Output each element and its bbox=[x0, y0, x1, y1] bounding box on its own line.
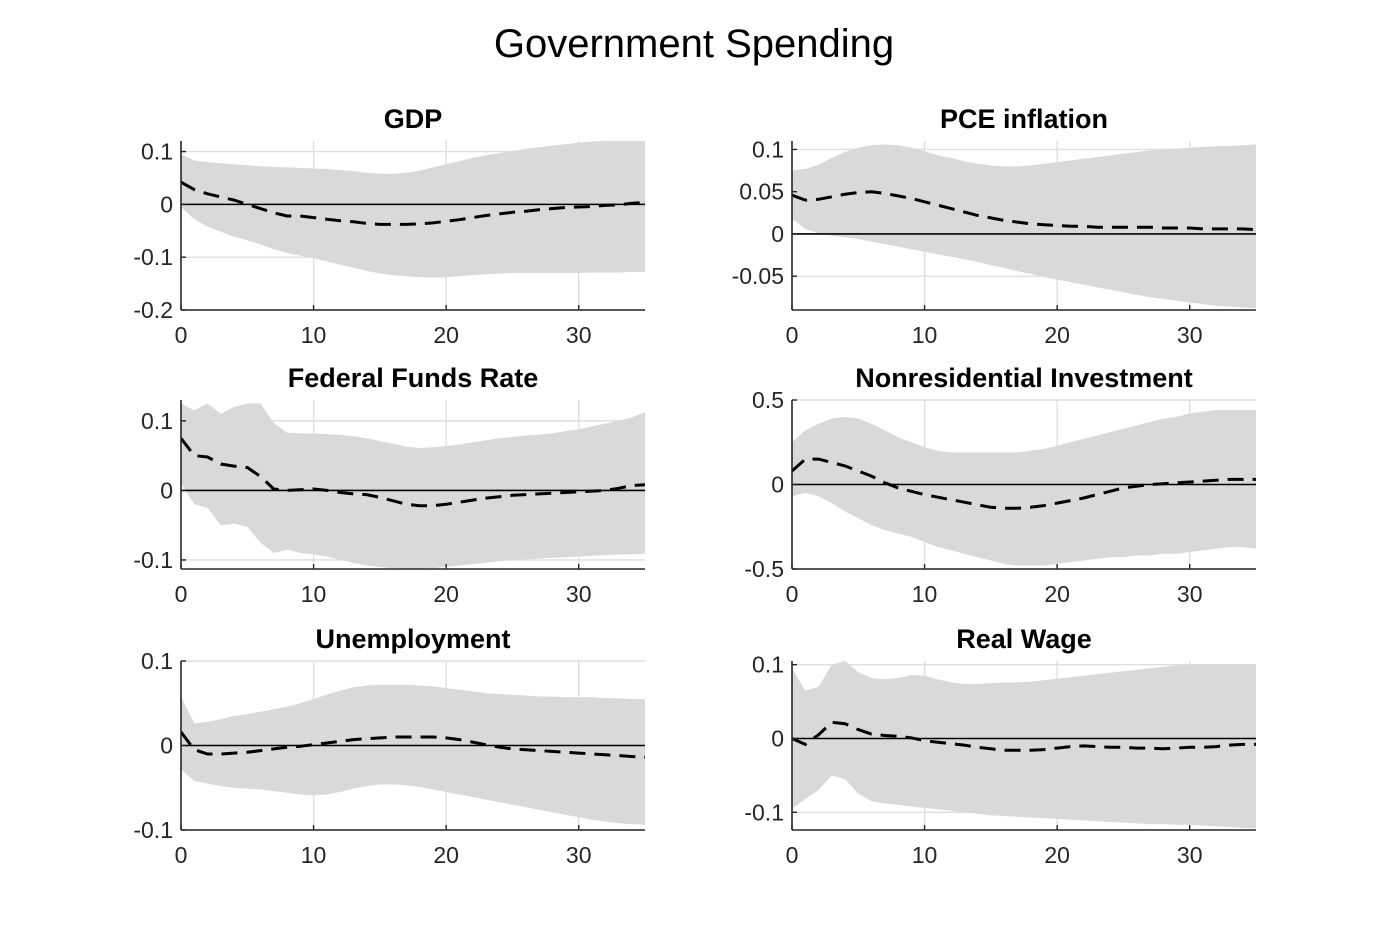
panel-2: 0 10 20 30 0.1 0.05 0 -0.05 PCE inflation bbox=[732, 104, 1256, 348]
panel-5-y-tick-label-0: 0.1 bbox=[141, 648, 173, 674]
panel-4-confidence-band bbox=[792, 410, 1256, 566]
panel-6-median-response-line bbox=[792, 720, 1256, 752]
panel-3-y-tick-label-0: 0.1 bbox=[141, 408, 173, 434]
panel-6-x-tick-label-1: 10 bbox=[912, 842, 938, 868]
panel-6-title: Real Wage bbox=[956, 624, 1092, 654]
panel-5-confidence-band bbox=[181, 684, 645, 825]
panel-4-y-tick-label-2: -0.5 bbox=[744, 556, 784, 582]
panel-1-x-tick-label-0: 0 bbox=[175, 322, 188, 348]
panel-4-y-tick-label-1: 0 bbox=[771, 472, 784, 498]
panel-5-x-tick-label-2: 20 bbox=[433, 842, 459, 868]
panel-3-x-tick-label-3: 30 bbox=[566, 581, 592, 607]
panel-3-x-tick-label-0: 0 bbox=[175, 581, 188, 607]
panel-1-y-tick-label-3: -0.2 bbox=[133, 297, 173, 323]
panel-2-x-tick-label-2: 20 bbox=[1044, 322, 1070, 348]
panel-3-median-response-line bbox=[181, 437, 645, 508]
panel-6-confidence-band bbox=[792, 661, 1256, 829]
panel-2-plot-area bbox=[792, 144, 1256, 309]
panel-3-x-tick-label-2: 20 bbox=[433, 581, 459, 607]
panel-6-y-tick-label-0: 0.1 bbox=[752, 652, 784, 678]
panel-1-x-tick-label-2: 20 bbox=[433, 322, 459, 348]
panel-4-x-tick-label-2: 20 bbox=[1044, 581, 1070, 607]
panel-1-median-response-line bbox=[181, 180, 645, 226]
panel-6-y-tick-label-2: -0.1 bbox=[744, 799, 784, 825]
panel-5-plot-area bbox=[181, 684, 645, 825]
panel-2-x-tick-label-3: 30 bbox=[1177, 322, 1203, 348]
panel-6-plot-area bbox=[792, 661, 1256, 829]
panel-1-title: GDP bbox=[384, 104, 443, 134]
panel-6-x-tick-label-0: 0 bbox=[786, 842, 799, 868]
panel-4-x-tick-label-3: 30 bbox=[1177, 581, 1203, 607]
panel-2-confidence-band bbox=[792, 144, 1256, 309]
panel-5-y-tick-label-1: 0 bbox=[160, 733, 173, 759]
panel-1-x-tick-label-1: 10 bbox=[301, 322, 327, 348]
panel-6-y-tick-label-1: 0 bbox=[771, 725, 784, 751]
panel-2-x-tick-label-1: 10 bbox=[912, 322, 938, 348]
panel-5-x-tick-label-0: 0 bbox=[175, 842, 188, 868]
figure-title: Government Spending bbox=[494, 22, 894, 66]
panel-3-y-tick-label-1: 0 bbox=[160, 477, 173, 503]
panel-6-x-tick-label-3: 30 bbox=[1177, 842, 1203, 868]
panel-1-confidence-band bbox=[181, 141, 645, 278]
panel-1: 0 10 20 30 0.1 0 -0.1 -0.2 GDP bbox=[133, 104, 645, 348]
panel-4-plot-area bbox=[792, 410, 1256, 566]
panel-4-title: Nonresidential Investment bbox=[855, 363, 1193, 393]
panel-5-y-tick-label-2: -0.1 bbox=[133, 817, 173, 843]
panel-1-y-tick-label-1: 0 bbox=[160, 191, 173, 217]
panel-2-y-tick-label-3: -0.05 bbox=[732, 263, 784, 289]
panel-1-plot-area bbox=[181, 141, 645, 278]
panel-3-x-tick-label-1: 10 bbox=[301, 581, 327, 607]
panel-2-title: PCE inflation bbox=[940, 104, 1108, 134]
panel-3-confidence-band bbox=[181, 403, 645, 569]
panel-3-title: Federal Funds Rate bbox=[288, 363, 539, 393]
panel-5-x-tick-label-1: 10 bbox=[301, 842, 327, 868]
panel-1-y-tick-label-2: -0.1 bbox=[133, 244, 173, 270]
panel-6-x-tick-label-2: 20 bbox=[1044, 842, 1070, 868]
panel-4-median-response-line bbox=[792, 457, 1256, 510]
panel-4-y-tick-label-0: 0.5 bbox=[752, 387, 784, 413]
panel-2-median-response-line bbox=[792, 190, 1256, 232]
panel-4-x-tick-label-0: 0 bbox=[786, 581, 799, 607]
panel-2-x-tick-label-0: 0 bbox=[786, 322, 799, 348]
panel-4-x-tick-label-1: 10 bbox=[912, 581, 938, 607]
panel-2-y-tick-label-2: 0 bbox=[771, 221, 784, 247]
panel-5-median-response-line bbox=[181, 731, 645, 759]
panel-1-y-tick-label-0: 0.1 bbox=[141, 139, 173, 165]
panel-2-y-tick-label-1: 0.05 bbox=[739, 179, 784, 205]
panel-3-y-tick-label-2: -0.1 bbox=[133, 547, 173, 573]
panel-5-x-tick-label-3: 30 bbox=[566, 842, 592, 868]
panel-5-title: Unemployment bbox=[315, 624, 510, 654]
panel-1-x-tick-label-3: 30 bbox=[566, 322, 592, 348]
panel-3-plot-area bbox=[181, 403, 645, 569]
panel-2-y-tick-label-0: 0.1 bbox=[752, 136, 784, 162]
